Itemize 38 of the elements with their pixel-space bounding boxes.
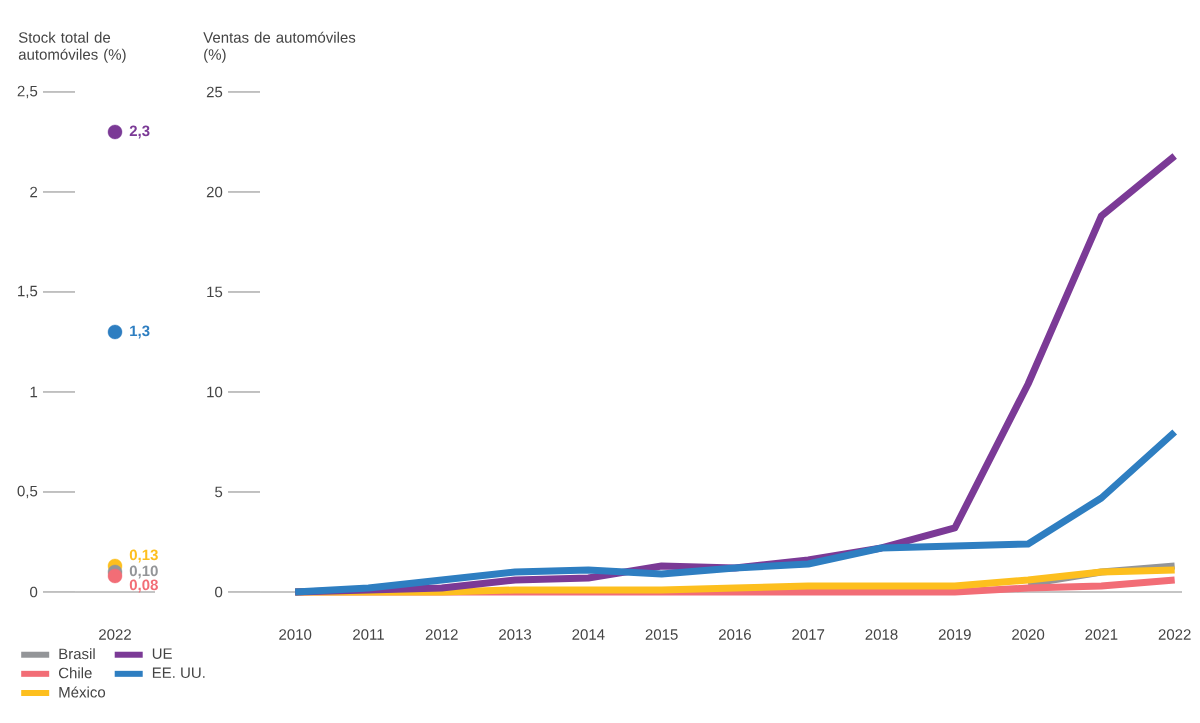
x-tick-label: 2011	[353, 629, 384, 640]
y-tick-label: 2,5	[17, 85, 38, 99]
legend-label: México	[59, 686, 106, 698]
x-tick-label: 2019	[938, 629, 971, 640]
x-tick-label: 2012	[425, 629, 458, 640]
legend-label: EE. UU.	[152, 667, 205, 679]
y-tick-label: 5	[215, 486, 223, 498]
y-tick-label: 20	[206, 186, 223, 198]
data-label: 0,13	[129, 549, 158, 563]
y-tick-label: 10	[207, 386, 223, 398]
y-axis-title: Stock total de automóviles (%)	[18, 31, 126, 63]
x-tick-label: 2017	[792, 629, 825, 640]
y-tick-label: 0	[215, 586, 223, 598]
y-tick-label: 0	[30, 586, 38, 598]
data-label: 1,3	[130, 325, 150, 339]
x-tick-label: 2015	[645, 629, 678, 640]
x-tick-label: 2014	[572, 629, 605, 640]
y-tick-label: 1	[30, 386, 38, 398]
y-axis-title: Ventas de automóviles (%)	[203, 31, 356, 63]
data-label: 2,3	[129, 125, 150, 139]
legend-label: Chile	[58, 667, 92, 679]
legend-label: UE	[152, 648, 172, 659]
x-tick-label: 2022	[1158, 629, 1191, 640]
legend-label: Brasil	[59, 648, 95, 660]
y-tick-label: 15	[207, 286, 223, 298]
data-label: 0,08	[129, 579, 158, 593]
x-tick-label: 2022	[99, 629, 131, 640]
x-tick-label: 2010	[279, 629, 312, 640]
data-label: 0,10	[129, 565, 158, 579]
x-tick-label: 2018	[865, 629, 898, 640]
y-tick-label: 0,5	[17, 485, 38, 499]
x-tick-label: 2013	[499, 629, 532, 640]
x-tick-label: 2020	[1012, 629, 1045, 640]
y-tick-label: 1,5	[18, 285, 38, 299]
x-tick-label: 2016	[719, 629, 751, 640]
y-tick-label: 25	[206, 86, 223, 98]
x-tick-label: 2021	[1085, 629, 1118, 640]
y-tick-label: 2	[30, 186, 38, 198]
